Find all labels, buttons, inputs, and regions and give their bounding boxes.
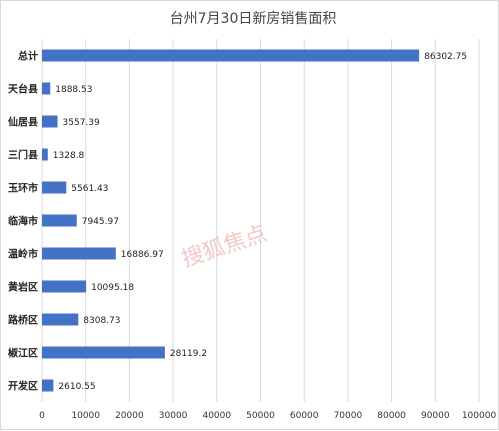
bar-6: [42, 247, 116, 260]
data-label-9: 28119.2: [170, 349, 207, 359]
x-tick-label-2: 20000: [115, 411, 144, 421]
x-tick-label-8: 80000: [377, 411, 406, 421]
x-tick-label-4: 40000: [202, 411, 231, 421]
category-label-5: 临海市: [8, 215, 38, 228]
x-tick-label-9: 90000: [421, 411, 450, 421]
category-label-6: 温岭市: [8, 248, 38, 261]
x-tick-label-0: 0: [39, 411, 45, 421]
category-label-0: 总计: [18, 50, 38, 63]
x-tick-label-5: 50000: [246, 411, 275, 421]
x-tick-label-7: 70000: [334, 411, 363, 421]
category-label-8: 路桥区: [8, 314, 38, 327]
x-tick-label-3: 30000: [159, 411, 188, 421]
bar-8: [42, 313, 79, 326]
x-tick-label-10: 100000: [462, 411, 497, 421]
watermark: 搜狐焦点: [179, 221, 270, 272]
watermark-text: 搜狐焦点: [179, 221, 270, 272]
bar-4: [42, 181, 67, 194]
data-label-10: 2610.55: [58, 382, 95, 392]
category-label-2: 仙居县: [8, 116, 38, 129]
x-tick-label-1: 10000: [71, 411, 100, 421]
category-label-1: 天台县: [8, 83, 38, 96]
data-label-6: 16886.97: [121, 250, 164, 260]
x-axis-tick-labels: 0 10000 20000 30000 40000 50000 60000 70000 8000…: [39, 411, 496, 421]
data-label-7: 10095.18: [91, 283, 134, 293]
category-label-9: 椒江区: [8, 347, 38, 360]
bar-0: [42, 49, 420, 62]
bar-10: [42, 379, 54, 392]
bar-5: [42, 214, 77, 227]
chart-title: 台州7月30日新房销售面积: [170, 11, 337, 27]
category-label-10: 开发区: [8, 380, 38, 393]
data-label-8: 8308.73: [83, 316, 120, 326]
data-label-1: 1888.53: [55, 85, 92, 95]
category-label-7: 黄岩区: [8, 281, 38, 294]
bar-9: [42, 346, 165, 359]
bar-3: [42, 148, 48, 161]
data-labels: 86302.75 1888.53 3557.39 1328.8 5561.43 7945.…: [53, 52, 467, 392]
x-tick-label-6: 60000: [290, 411, 319, 421]
bars: [42, 49, 420, 392]
category-label-3: 三门县: [8, 149, 38, 162]
data-label-4: 5561.43: [71, 184, 108, 194]
data-label-3: 1328.8: [53, 151, 85, 161]
bar-2: [42, 115, 58, 128]
category-label-4: 玉环市: [8, 182, 38, 195]
data-label-0: 86302.75: [424, 52, 467, 62]
bar-1: [42, 82, 51, 95]
gridlines: [41, 39, 480, 402]
bar-7: [42, 280, 87, 293]
data-label-2: 3557.39: [63, 118, 100, 128]
data-label-5: 7945.97: [82, 217, 119, 227]
